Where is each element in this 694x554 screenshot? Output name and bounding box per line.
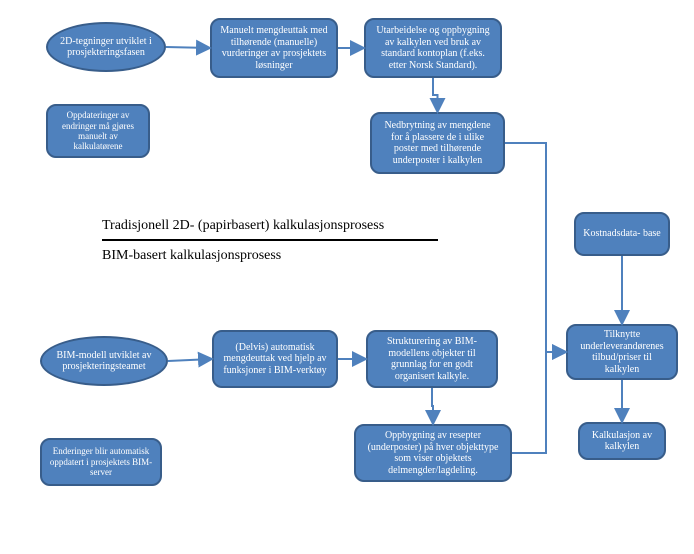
node-recipes: Oppbygning av resepter (underposter) på … [354,424,512,482]
edge-e2-r4 [168,359,212,361]
edge-r5-r6 [432,388,433,424]
node-bim-model: BIM-modell utviklet av prosjekteringstea… [40,336,168,386]
node-standard-plan: Utarbeidelse og oppbygning av kalkylen v… [364,18,502,78]
node-structure-objects: Strukturering av BIM-modellens objekter … [366,330,498,388]
title-traditional: Tradisjonell 2D- (papirbasert) kalkulasj… [102,218,384,234]
node-cost-database: Kostnadsdata- base [574,212,670,256]
edge-e1-r1 [166,47,210,48]
node-2d-drawings: 2D-tegninger utviklet i prosjekteringsfa… [46,22,166,72]
node-auto-quantity: (Delvis) automatisk mengdeuttak ved hjel… [212,330,338,388]
node-subcontractor-prices: Tilknytte underleverandørenes tilbud/pri… [566,324,678,380]
edge-r2-r3 [433,78,438,112]
diagram-canvas: 2D-tegninger utviklet i prosjekteringsfa… [0,0,694,554]
node-breakdown: Nedbrytning av mengdene for å plassere d… [370,112,505,174]
edge-r6-rtil [512,352,566,453]
title-bim: BIM-basert kalkulasjonsprosess [102,248,281,264]
note-auto-updates: Enderinger blir automatisk oppdatert i p… [40,438,162,486]
node-manual-quantity: Manuelt mengdeuttak med tilhørende (manu… [210,18,338,78]
node-calculate: Kalkulasjon av kalkylen [578,422,666,460]
note-manual-updates: Oppdateringer av endringer må gjøres man… [46,104,150,158]
title-divider-line [102,239,438,241]
edge-r3-rtil [505,143,566,352]
